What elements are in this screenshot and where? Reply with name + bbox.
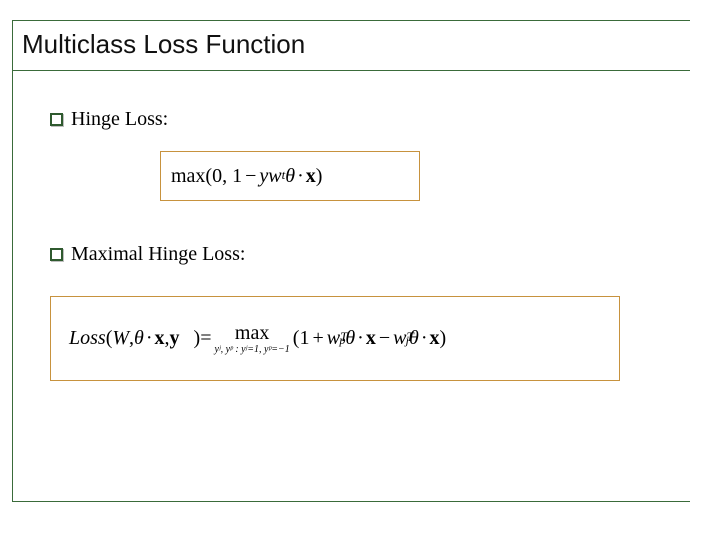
mh-open1: ( — [106, 327, 113, 350]
mh-minus: − — [376, 327, 393, 350]
mh-x3: x — [430, 327, 440, 350]
bullet-max-hinge: Maximal Hinge Loss: — [50, 243, 680, 266]
mh-eq: = — [200, 327, 211, 350]
max-hinge-formula: Loss(W, θ·x, y) = max yʲ, yᵖ : yʲ=1, yᵖ=… — [69, 323, 446, 355]
bullet-icon — [50, 113, 63, 126]
max-hinge-formula-box: Loss(W, θ·x, y) = max yʲ, yᵖ : yʲ=1, yᵖ=… — [50, 296, 620, 381]
mh-max-top: max — [235, 323, 269, 343]
mh-theta1: θ — [134, 327, 144, 350]
hinge-formula: max(0, 1 − y wt θ · x ) — [171, 165, 322, 188]
bullet-hinge: Hinge Loss: — [50, 108, 680, 131]
mh-plus: + — [309, 327, 326, 350]
title-bar: Multiclass Loss Function — [12, 20, 690, 71]
page-title: Multiclass Loss Function — [22, 29, 680, 60]
hinge-prefix: max(0, 1 — [171, 165, 242, 188]
mh-dot1: · — [144, 327, 155, 350]
mh-dot3: · — [419, 327, 430, 350]
hinge-dot: · — [295, 165, 306, 188]
mh-x1: x — [155, 327, 165, 350]
mh-loss: Loss — [69, 327, 106, 350]
hinge-y: y — [259, 165, 268, 188]
hinge-w: w — [268, 165, 281, 188]
mh-max: max yʲ, yᵖ : yʲ=1, yᵖ=−1 — [215, 323, 290, 355]
bullet-max-hinge-label: Maximal Hinge Loss: — [71, 243, 245, 266]
mh-close1: ) — [194, 327, 201, 350]
mh-one: (1 — [293, 327, 310, 350]
mh-wp: p — [339, 333, 345, 348]
mh-w2: w — [393, 327, 406, 350]
hinge-minus: − — [242, 165, 259, 188]
mh-y: y — [170, 327, 180, 350]
mh-x2: x — [366, 327, 376, 350]
hinge-formula-box: max(0, 1 − y wt θ · x ) — [160, 151, 420, 201]
mh-max-sub: yʲ, yᵖ : yʲ=1, yᵖ=−1 — [215, 345, 290, 355]
mh-close2: ) — [440, 327, 447, 350]
hinge-theta: θ — [285, 165, 295, 188]
mh-dot2: · — [355, 327, 366, 350]
bullet-hinge-label: Hinge Loss: — [71, 108, 168, 131]
frame-left-rule — [12, 20, 13, 502]
frame-bottom-rule — [12, 501, 690, 502]
hinge-x: x — [306, 165, 316, 188]
bullet-icon — [50, 248, 63, 261]
mh-wj: j — [406, 333, 409, 348]
hinge-close: ) — [316, 165, 323, 188]
slide-body: Hinge Loss: max(0, 1 − y wt θ · x ) Maxi… — [50, 100, 680, 381]
mh-W: W — [112, 327, 129, 350]
hinge-w-sup: t — [282, 167, 286, 183]
